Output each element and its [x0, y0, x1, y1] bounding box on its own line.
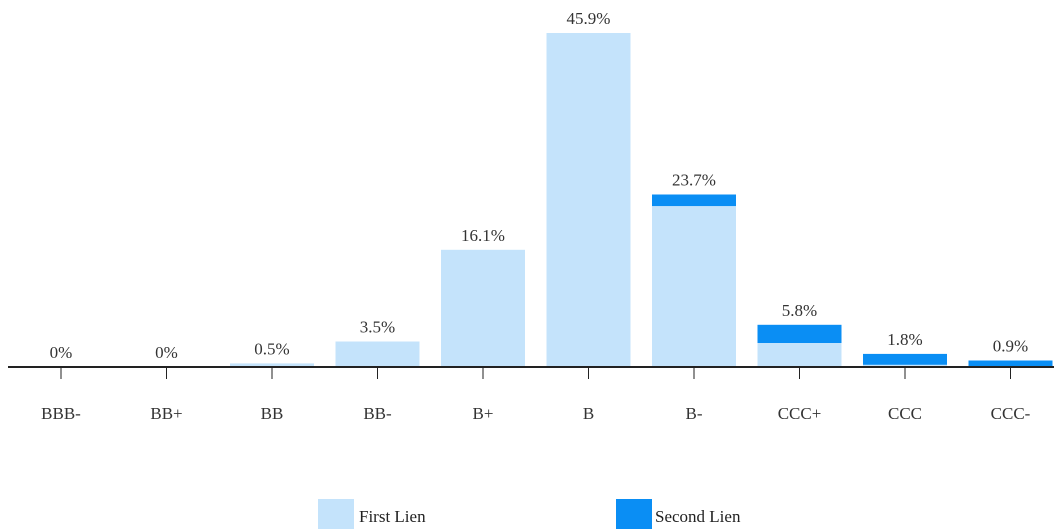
legend-swatch-first-lien: [318, 499, 354, 529]
data-label-8: 1.8%: [887, 330, 922, 349]
x-tick-label-5: B: [583, 404, 594, 423]
data-labels-layer: 0% 0% 0.5% 3.5% 16.1% 45.9% 23.7% 5.8% 1.8% 0.9%: [50, 9, 1029, 362]
x-tick-label-0: BBB-: [41, 404, 81, 423]
data-label-0: 0%: [50, 343, 73, 362]
data-label-5: 45.9%: [567, 9, 611, 28]
bar-second-lien-6: [652, 194, 736, 207]
x-tick-label-8: CCC: [888, 404, 922, 423]
legend: First Lien Second Lien: [318, 499, 741, 529]
data-label-1: 0%: [155, 343, 178, 362]
bar-second-lien-7: [757, 324, 842, 343]
bars-layer: [230, 33, 1053, 367]
x-tick-label-4: B+: [473, 404, 494, 423]
x-tick-label-7: CCC+: [778, 404, 822, 423]
x-tick-label-3: BB-: [363, 404, 392, 423]
x-tick-label-9: CCC-: [991, 404, 1031, 423]
x-axis-ticks: [60, 367, 1011, 379]
bar-first-lien-7: [757, 343, 842, 367]
data-label-3: 3.5%: [360, 318, 395, 337]
bar-first-lien-2: [230, 363, 314, 367]
bar-second-lien-9: [968, 360, 1053, 367]
data-label-7: 5.8%: [782, 301, 817, 320]
bar-first-lien-4: [441, 249, 525, 367]
legend-label-first-lien: First Lien: [359, 507, 426, 526]
data-label-9: 0.9%: [993, 337, 1028, 356]
x-tick-label-2: BB: [261, 404, 284, 423]
x-tick-label-6: B-: [686, 404, 703, 423]
bar-first-lien-6: [652, 206, 736, 367]
bar-first-lien-3: [335, 341, 420, 367]
data-label-4: 16.1%: [461, 226, 505, 245]
x-tick-label-1: BB+: [150, 404, 182, 423]
legend-label-second-lien: Second Lien: [655, 507, 741, 526]
data-label-2: 0.5%: [254, 339, 289, 358]
bar-first-lien-5: [546, 33, 631, 367]
data-label-6: 23.7%: [672, 171, 716, 190]
bar-first-lien-8: [863, 364, 947, 367]
legend-swatch-second-lien: [616, 499, 652, 529]
x-axis-tick-labels: BBB- BB+ BB BB- B+ B B- CCC+ CCC CCC-: [41, 404, 1031, 423]
bar-second-lien-8: [863, 353, 947, 365]
